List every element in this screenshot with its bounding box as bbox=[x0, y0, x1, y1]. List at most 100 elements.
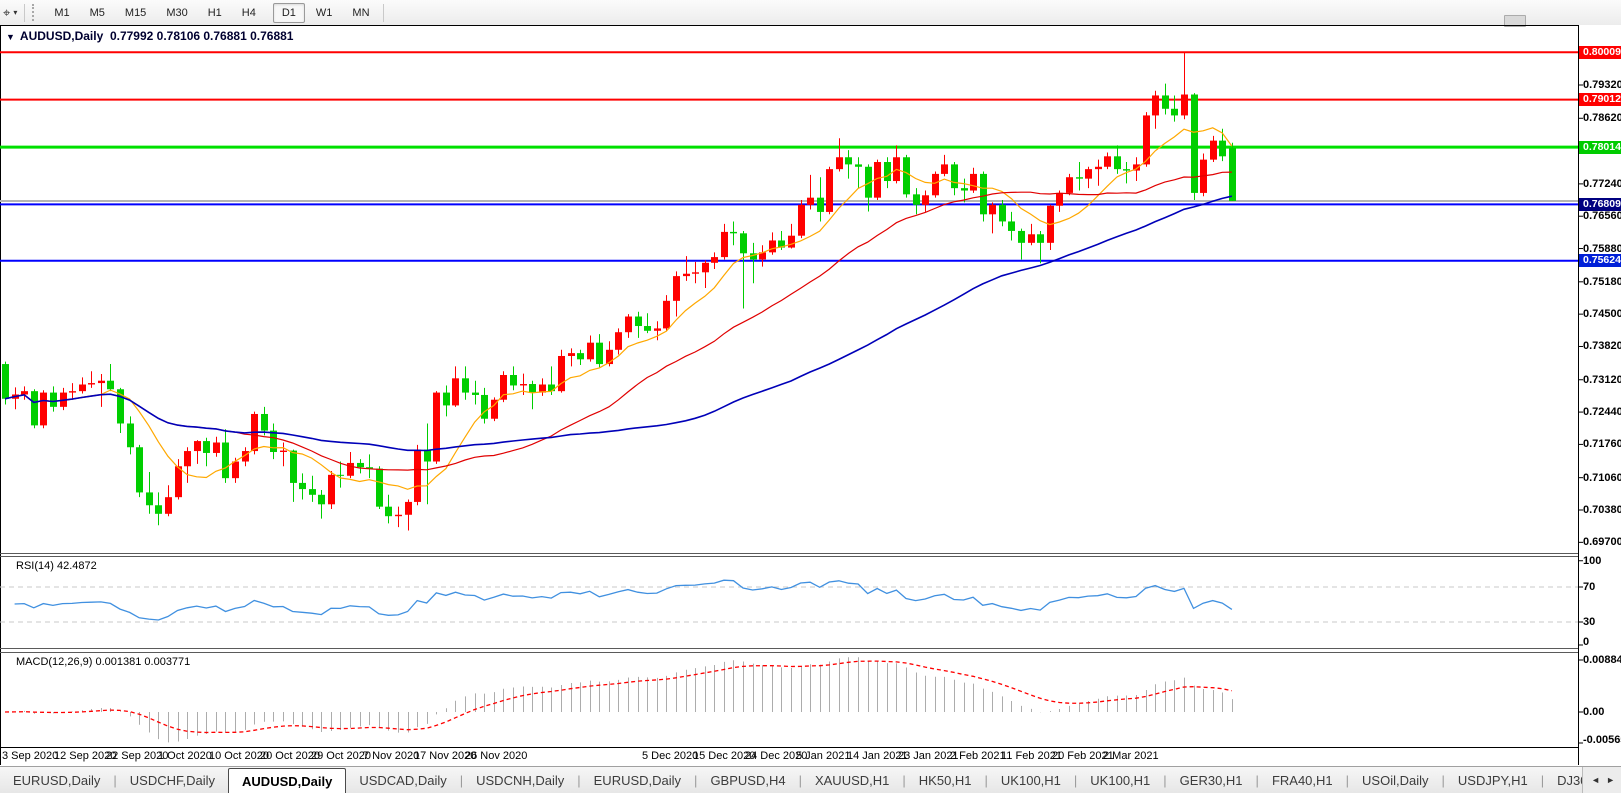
timeframe-button-m5[interactable]: M5 bbox=[89, 6, 105, 19]
date-axis-label: 14 Jan 2021 bbox=[847, 750, 908, 762]
price-level-badge: 0.79012 bbox=[1579, 93, 1621, 107]
timeframe-button-h4[interactable]: H4 bbox=[241, 6, 256, 19]
candle-body-down bbox=[855, 164, 862, 167]
tab-scroll-right-icon[interactable]: ► bbox=[1606, 775, 1615, 785]
price-axis-tick: 0.71760 bbox=[1583, 438, 1621, 451]
price-axis-tick: 0.75880 bbox=[1583, 242, 1621, 255]
candle-body-up bbox=[213, 442, 220, 453]
instrument-tab-uk100-h1[interactable]: UK100,H1 bbox=[1000, 773, 1061, 788]
price-axis-tick: 0.77240 bbox=[1583, 177, 1621, 190]
instrument-tab-xauusd-h1[interactable]: XAUUSD,H1 bbox=[814, 773, 890, 788]
symbol-dropdown-icon[interactable]: ▼ bbox=[6, 32, 15, 42]
candle-body-down bbox=[299, 482, 306, 490]
candle-body-down bbox=[529, 384, 536, 393]
date-axis-label: 15 Dec 2020 bbox=[693, 750, 756, 762]
candle-body-up bbox=[1085, 169, 1092, 179]
candle-body-up bbox=[1143, 115, 1150, 165]
candle-body-down bbox=[817, 197, 824, 212]
candle-body-up bbox=[711, 257, 718, 263]
candle-body-down bbox=[913, 194, 920, 205]
date-axis-label: 2 Feb 2021 bbox=[950, 750, 1006, 762]
timeframe-button-d1[interactable]: D1 bbox=[272, 2, 305, 23]
date-axis-label: 23 Jan 2021 bbox=[898, 750, 959, 762]
candle-body-up bbox=[452, 378, 459, 406]
instrument-tab-ger30-h1[interactable]: GER30,H1 bbox=[1179, 773, 1243, 788]
timeframe-button-w1[interactable]: W1 bbox=[315, 6, 333, 19]
rsi-indicator-label: RSI(14) 42.4872 bbox=[16, 560, 97, 572]
cursor-tool-button[interactable]: ⌖ ▾ bbox=[0, 5, 21, 21]
candle-body-up bbox=[194, 441, 201, 452]
candle-body-down bbox=[117, 389, 124, 424]
tab-divider: | bbox=[1163, 773, 1167, 788]
candle-body-down bbox=[635, 316, 642, 327]
candle-body-up bbox=[673, 276, 680, 301]
chart-title-symbol: AUDUSD,Daily bbox=[19, 29, 104, 43]
candle-body-down bbox=[1162, 95, 1169, 109]
instrument-tab-gbpusd-h4[interactable]: GBPUSD,H4 bbox=[710, 773, 786, 788]
price-level-badge: 0.78014 bbox=[1579, 140, 1621, 154]
candle-body-up bbox=[692, 272, 699, 274]
candle-body-down bbox=[443, 392, 450, 406]
candle-body-up bbox=[1066, 177, 1073, 193]
price-axis-tick: 0.75180 bbox=[1583, 275, 1621, 288]
price-axis-tick: 0.72440 bbox=[1583, 406, 1621, 419]
date-axis-label: 3 Sep 2020 bbox=[2, 750, 59, 762]
timeframe-button-m30[interactable]: M30 bbox=[166, 6, 188, 19]
candle-body-up bbox=[654, 328, 661, 331]
instrument-tab-usdcnh-daily[interactable]: USDCNH,Daily bbox=[476, 773, 565, 788]
tab-scroll-left-icon[interactable]: ◄ bbox=[1591, 775, 1601, 785]
candle-body-down bbox=[961, 188, 968, 191]
candle-body-up bbox=[40, 392, 47, 426]
instrument-tab-usdchf-daily[interactable]: USDCHF,Daily bbox=[129, 773, 216, 788]
price-axis-tick: 0.78620 bbox=[1583, 112, 1621, 125]
candle-body-up bbox=[88, 383, 95, 385]
candle-body-up bbox=[1028, 234, 1035, 243]
candle-body-down bbox=[1219, 140, 1226, 157]
candle-body-down bbox=[146, 492, 153, 506]
price-level-badge: 0.75624 bbox=[1579, 254, 1621, 268]
candle-body-up bbox=[414, 449, 421, 502]
candle-body-down bbox=[1008, 221, 1015, 231]
candle-body-up bbox=[539, 384, 546, 393]
instrument-tab-uk100-h1[interactable]: UK100,H1 bbox=[1090, 773, 1151, 788]
timeframe-button-mn[interactable]: MN bbox=[352, 6, 370, 19]
candle-body-down bbox=[1076, 177, 1083, 179]
instrument-tab-usoil-daily[interactable]: USOil,Daily bbox=[1362, 773, 1429, 788]
candle-body-down bbox=[127, 423, 134, 448]
instrument-tab-eurusd-daily[interactable]: EURUSD,Daily bbox=[13, 773, 101, 788]
candle-body-down bbox=[865, 166, 872, 198]
candle-body-down bbox=[778, 240, 785, 248]
price-axis-tick: 0.69700 bbox=[1583, 536, 1621, 549]
candle-body-up bbox=[826, 169, 833, 212]
chevron-down-icon: ▾ bbox=[13, 8, 18, 17]
toolbar-drag-handle[interactable] bbox=[32, 4, 38, 21]
timeframe-button-m15[interactable]: M15 bbox=[124, 6, 147, 19]
candle-body-up bbox=[69, 391, 76, 393]
candle-body-down bbox=[366, 467, 373, 469]
candle-body-down bbox=[1037, 234, 1044, 243]
instrument-tab-hk50-h1[interactable]: HK50,H1 bbox=[918, 773, 972, 788]
macd-axis-tick: 0.00884 bbox=[1583, 654, 1621, 666]
price-axis-tick: 0.70380 bbox=[1583, 504, 1621, 516]
instrument-tab-audusd-daily[interactable]: AUDUSD,Daily bbox=[228, 768, 347, 793]
candle-body-down bbox=[318, 494, 325, 505]
instrument-tab-usdjpy-h1[interactable]: USDJPY,H1 bbox=[1457, 773, 1528, 788]
timeframe-button-h1[interactable]: H1 bbox=[207, 6, 222, 19]
candle-body-up bbox=[21, 391, 28, 395]
chart-scrollbar-thumb[interactable] bbox=[1504, 15, 1526, 27]
instrument-tab-fra40-h1[interactable]: FRA40,H1 bbox=[1271, 773, 1333, 788]
ma-line-fast bbox=[4, 127, 1233, 490]
candle-body-down bbox=[424, 449, 431, 462]
instrument-tab-usdcad-daily[interactable]: USDCAD,Daily bbox=[359, 773, 447, 788]
rsi-axis-tick: 100 bbox=[1583, 554, 1602, 567]
timeframe-button-m1[interactable]: M1 bbox=[54, 6, 70, 19]
candle-body-up bbox=[184, 451, 191, 467]
candle-body-down bbox=[1018, 230, 1025, 243]
candle-body-down bbox=[577, 353, 584, 360]
instrument-tab-eurusd-daily[interactable]: EURUSD,Daily bbox=[593, 773, 682, 788]
tab-scroll-arrows: ◄ ► bbox=[1582, 767, 1621, 793]
macd-axis-tick: -0.00565 bbox=[1583, 734, 1621, 746]
date-axis-label: 5 Dec 2020 bbox=[642, 750, 699, 762]
candle-body-up bbox=[242, 451, 249, 462]
